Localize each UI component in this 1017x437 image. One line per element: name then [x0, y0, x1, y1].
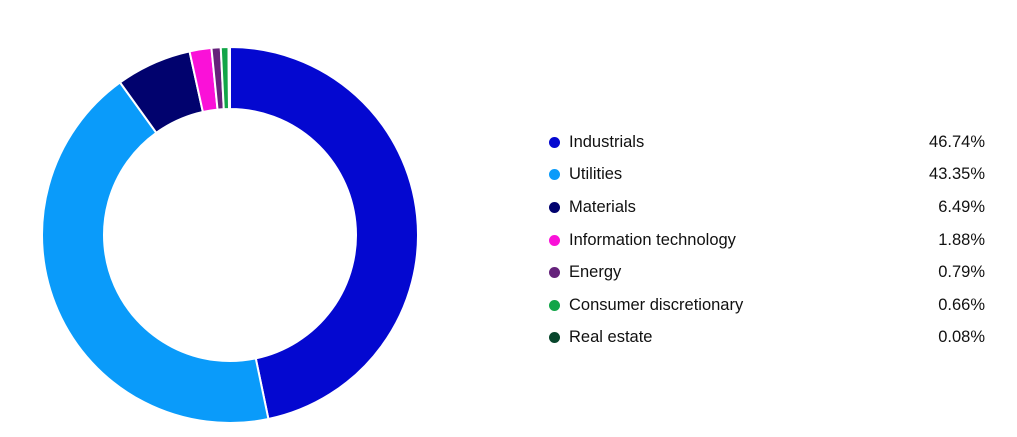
legend-value: 0.66% — [938, 295, 985, 314]
legend-item-energy: Energy 0.79% — [549, 256, 985, 289]
legend-label: Consumer discretionary — [569, 295, 744, 314]
legend-item-industrials: Industrials 46.74% — [549, 126, 985, 159]
legend-swatch — [549, 299, 560, 311]
legend-label: Real estate — [569, 328, 653, 347]
donut-chart — [41, 46, 419, 424]
legend-item-utilities: Utilities 43.35% — [549, 159, 985, 192]
legend-label: Information technology — [569, 230, 736, 249]
legend-label: Industrials — [569, 132, 645, 151]
slice-industrials — [229, 46, 419, 421]
slice-real-estate — [227, 46, 231, 111]
legend-label: Utilities — [569, 165, 623, 184]
legend-swatch — [549, 234, 560, 246]
legend-item-real-estate: Real estate 0.08% — [549, 322, 985, 355]
legend-item-materials: Materials 6.49% — [549, 191, 985, 224]
legend-item-information-technology: Information technology 1.88% — [549, 224, 985, 257]
legend-value: 0.79% — [938, 263, 985, 282]
legend-swatch — [549, 136, 560, 148]
legend-swatch — [549, 332, 560, 344]
legend-value: 43.35% — [929, 165, 985, 184]
legend-swatch — [549, 267, 560, 279]
legend-value: 46.74% — [929, 132, 985, 151]
legend-swatch — [549, 169, 560, 181]
legend-value: 6.49% — [938, 197, 985, 216]
slice-utilities — [41, 81, 270, 424]
chart-legend: Industrials 46.74% Utilities 43.35% Material… — [549, 126, 985, 354]
legend-value: 0.08% — [938, 328, 985, 347]
legend-label: Materials — [569, 197, 636, 216]
legend-value: 1.88% — [938, 230, 985, 249]
legend-label: Energy — [569, 263, 622, 282]
legend-swatch — [549, 201, 560, 213]
legend-item-consumer-discretionary: Consumer discretionary 0.66% — [549, 289, 985, 322]
